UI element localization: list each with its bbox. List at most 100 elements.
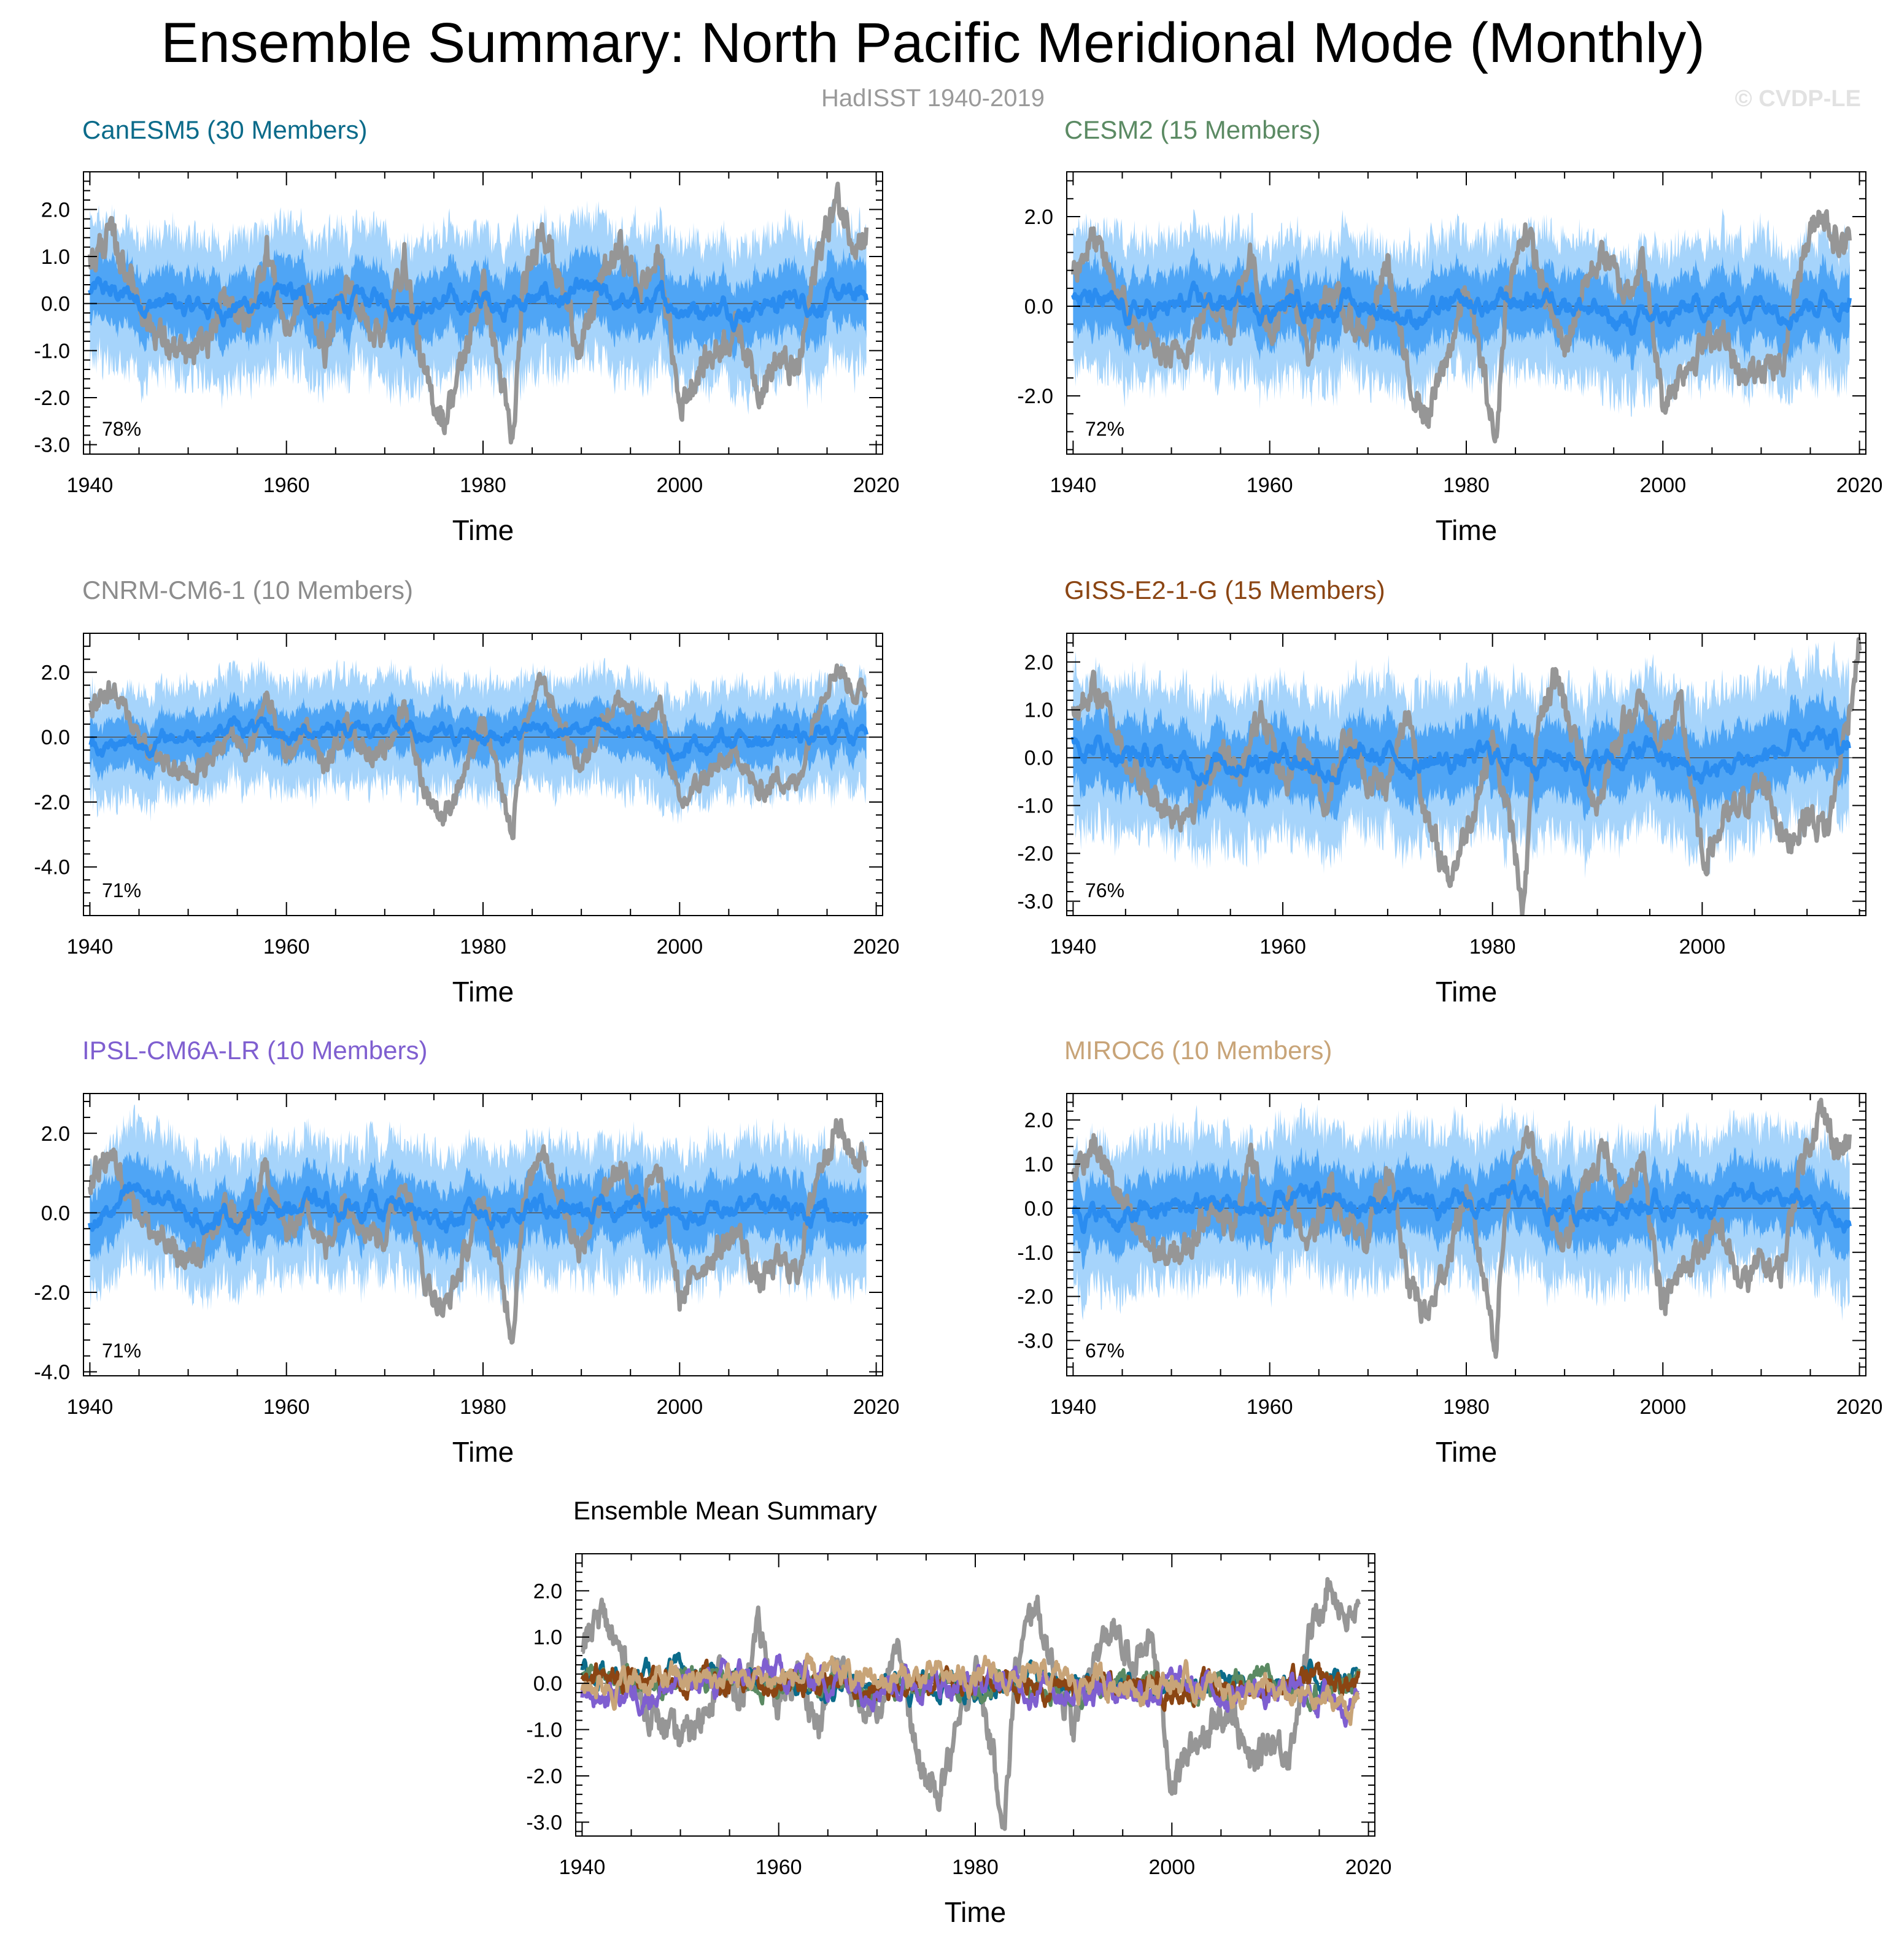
panel-title-canesm5: CanESM5 (30 Members) — [82, 115, 368, 144]
x-axis-label: Time — [452, 976, 514, 1008]
x-axis-label: Time — [452, 1436, 514, 1468]
y-tick-label: 2.0 — [1024, 1109, 1053, 1132]
ensemble-mean-line — [88, 276, 869, 333]
pattern-correlation-label: 76% — [1085, 879, 1124, 901]
y-tick-label: 1.0 — [41, 245, 70, 269]
y-tick-label: 2.0 — [1024, 651, 1053, 674]
y-tick-label: -2.0 — [526, 1765, 562, 1788]
x-tick-label: 1940 — [1050, 474, 1097, 497]
x-axis-label: Time — [1436, 514, 1498, 546]
ensemble-mean-line — [1070, 725, 1851, 787]
panel-title-cesm2: CESM2 (15 Members) — [1064, 115, 1321, 144]
x-tick-label: 1980 — [1469, 935, 1516, 959]
x-axis-label: Time — [1436, 1436, 1498, 1468]
y-tick-label: -2.0 — [34, 791, 70, 814]
x-tick-label: 2020 — [1836, 474, 1883, 497]
observations-line — [1070, 637, 1862, 916]
y-tick-label: 1.0 — [533, 1626, 562, 1649]
figure-title: Ensemble Summary: North Pacific Meridion… — [161, 12, 1705, 74]
y-tick-label: -1.0 — [1017, 795, 1053, 818]
x-tick-label: 2020 — [853, 474, 900, 497]
y-tick-label: 0.0 — [41, 293, 70, 316]
x-tick-label: 1940 — [67, 474, 114, 497]
y-tick-label: 2.0 — [41, 1122, 70, 1146]
x-tick-label: 2000 — [1639, 474, 1686, 497]
y-tick-label: -2.0 — [34, 1281, 70, 1305]
y-tick-label: -2.0 — [1017, 385, 1053, 408]
pattern-correlation-label: 78% — [102, 418, 141, 440]
ensemble-mean-line — [88, 714, 869, 762]
panel-0: 1940 1960 1980 2000 2020 Time -3.0 -2.0 -1.0 0.0 1… — [34, 171, 900, 546]
panel-title-ensemble-mean: Ensemble Mean Summary — [573, 1496, 877, 1525]
x-tick-label: 1980 — [460, 935, 506, 959]
y-tick-label: 2.0 — [41, 198, 70, 222]
x-tick-label: 1960 — [263, 474, 310, 497]
panel-1: 1940 1960 1980 2000 2020 Time -2.0 0.0 2.0 72% — [1017, 171, 1883, 546]
y-tick-label: 2.0 — [1024, 206, 1053, 229]
x-tick-label: 2000 — [1148, 1856, 1195, 1879]
pattern-correlation-label: 71% — [102, 879, 141, 901]
plot-area — [83, 182, 883, 445]
panel-title-ipsl: IPSL-CM6A-LR (10 Members) — [82, 1036, 428, 1065]
y-tick-label: -2.0 — [34, 387, 70, 410]
y-tick-label: 2.0 — [41, 661, 70, 684]
ensemble-mean-line — [1072, 1179, 1852, 1234]
panel-5: 1940 1960 1980 2000 2020 Time -3.0 -2.0 -1.0 0.0 1… — [1017, 1093, 1882, 1468]
plot-area — [1067, 1097, 1866, 1359]
x-tick-label: 2020 — [853, 935, 900, 959]
y-tick-label: -4.0 — [34, 856, 70, 879]
y-tick-label: -2.0 — [1017, 1286, 1053, 1309]
y-tick-label: 0.0 — [41, 726, 70, 749]
y-tick-label: -1.0 — [34, 339, 70, 363]
plot-area — [83, 657, 883, 841]
y-tick-label: 0.0 — [1024, 295, 1053, 318]
x-tick-label: 2000 — [656, 474, 703, 497]
x-tick-label: 2000 — [656, 935, 703, 959]
model-mean-line-5 — [580, 1653, 1361, 1726]
plot-area — [1067, 637, 1866, 916]
figure-subtitle: HadISST 1940-2019 — [821, 85, 1045, 112]
panel-title-giss: GISS-E2-1-G (15 Members) — [1064, 576, 1385, 604]
pattern-correlation-label: 71% — [102, 1340, 141, 1362]
panel-2: 1940 1960 1980 2000 2020 Time -4.0 -2.0 0.0 2.0 71… — [34, 633, 899, 1008]
y-tick-label: 1.0 — [1024, 1153, 1053, 1176]
y-tick-label: 1.0 — [1024, 699, 1053, 722]
ensemble-mean-line — [1071, 280, 1852, 336]
x-axis-label: Time — [945, 1896, 1007, 1928]
y-tick-label: -3.0 — [526, 1811, 562, 1834]
x-tick-label: 1980 — [460, 474, 506, 497]
x-tick-label: 1940 — [559, 1856, 606, 1879]
panel-6: 1940 1960 1980 2000 2020 Time -3.0 -2.0 -1.0 0.0 1… — [526, 1553, 1392, 1928]
x-tick-label: 1940 — [1050, 1395, 1097, 1419]
plot-area — [576, 1576, 1375, 1831]
y-tick-label: -3.0 — [1017, 890, 1053, 914]
y-tick-label: -2.0 — [1017, 843, 1053, 866]
x-axis-label: Time — [452, 514, 514, 546]
y-tick-label: 2.0 — [533, 1580, 562, 1603]
observations-line — [88, 663, 868, 841]
x-tick-label: 1960 — [756, 1856, 802, 1879]
y-tick-label: -3.0 — [1017, 1330, 1053, 1353]
x-tick-label: 2020 — [1345, 1856, 1392, 1879]
x-axis-label: Time — [1436, 976, 1498, 1008]
x-tick-label: 1960 — [1247, 474, 1293, 497]
x-tick-label: 2000 — [1639, 1395, 1686, 1419]
panel-title-miroc6: MIROC6 (10 Members) — [1064, 1036, 1332, 1065]
panel-4: 1940 1960 1980 2000 2020 Time -4.0 -2.0 0.0 2.0 71… — [34, 1093, 899, 1468]
panel-title-cnrm: CNRM-CM6-1 (10 Members) — [82, 576, 414, 604]
x-tick-label: 1960 — [263, 935, 310, 959]
x-tick-label: 1940 — [67, 935, 114, 959]
y-tick-label: 0.0 — [41, 1202, 70, 1225]
x-tick-label: 1960 — [1247, 1395, 1293, 1419]
observations-line — [1070, 1097, 1852, 1359]
y-tick-label: -4.0 — [34, 1361, 70, 1384]
x-tick-label: 2000 — [656, 1395, 703, 1419]
x-tick-label: 1940 — [1050, 935, 1097, 959]
y-tick-label: 0.0 — [1024, 1197, 1053, 1221]
y-tick-label: -1.0 — [526, 1719, 562, 1742]
observations-line — [1070, 209, 1852, 444]
x-tick-label: 1980 — [1443, 474, 1490, 497]
y-tick-label: 0.0 — [1024, 747, 1053, 770]
y-tick-label: -1.0 — [1017, 1241, 1053, 1265]
